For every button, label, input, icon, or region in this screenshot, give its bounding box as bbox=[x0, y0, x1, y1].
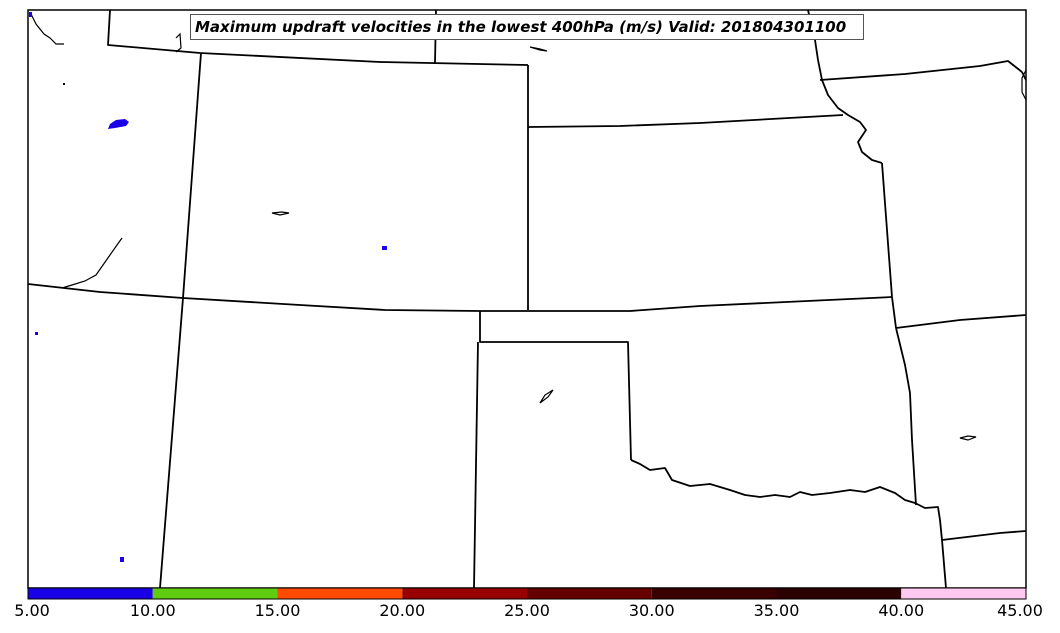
border-ia-east bbox=[1021, 71, 1027, 81]
colorbar-frame bbox=[27, 587, 1027, 600]
border-wy-sd bbox=[107, 9, 529, 66]
border-tx-nm bbox=[473, 341, 479, 589]
border-ks-mo bbox=[881, 162, 897, 329]
colorbar-tick-label: 25.00 bbox=[504, 601, 550, 620]
colorbar-tick-label: 45.00 bbox=[997, 601, 1043, 620]
updraft-cell-2 bbox=[382, 246, 387, 250]
colorbar-segment bbox=[651, 588, 777, 599]
lake-1 bbox=[529, 46, 548, 52]
colorbar-tick-label: 15.00 bbox=[254, 601, 301, 620]
border-mo-ar bbox=[895, 314, 1027, 329]
colorbar-tick-label: 20.00 bbox=[379, 601, 426, 620]
updraft-cell-5 bbox=[29, 12, 32, 17]
border-ia-mo bbox=[819, 60, 1023, 81]
updraft-cell-1 bbox=[108, 119, 129, 129]
colorbar-tick-label: 40.00 bbox=[878, 601, 925, 620]
map-frame bbox=[27, 9, 1027, 589]
river-4 bbox=[1021, 69, 1027, 101]
colorbar-segment bbox=[152, 588, 278, 599]
river-3 bbox=[29, 11, 64, 45]
river-1 bbox=[61, 237, 123, 289]
lake-2 bbox=[271, 211, 290, 216]
lake-3 bbox=[539, 389, 554, 404]
colorbar-segment bbox=[901, 588, 1026, 599]
border-missouri-river bbox=[807, 9, 883, 164]
lake-4 bbox=[959, 435, 977, 441]
colorbar-segment bbox=[277, 588, 403, 599]
map-title: Maximum updraft velocities in the lowest… bbox=[190, 14, 864, 40]
colorbar-tick-label: 5.00 bbox=[14, 601, 50, 620]
border-ok-panhandle bbox=[479, 311, 632, 461]
colorbar bbox=[27, 587, 1027, 600]
border-ok-ar bbox=[895, 327, 917, 506]
colorbar-segment bbox=[28, 588, 153, 599]
border-ne-ks bbox=[527, 114, 844, 128]
updraft-cell-4 bbox=[120, 557, 124, 562]
colorbar-tick-label: 10.00 bbox=[129, 601, 176, 620]
colorbar-segment bbox=[776, 588, 902, 599]
colorbar-segment bbox=[402, 588, 527, 599]
colorbar-segment bbox=[527, 588, 652, 599]
updraft-cell-6 bbox=[63, 83, 65, 85]
state-boundaries bbox=[27, 9, 1027, 589]
colorbar-tick-label: 35.00 bbox=[753, 601, 800, 620]
updraft-contours bbox=[29, 12, 387, 562]
border-red-river bbox=[630, 459, 947, 589]
border-nm-co bbox=[27, 283, 893, 312]
updraft-cell-3 bbox=[35, 332, 38, 335]
river-2 bbox=[175, 32, 182, 53]
lake-features bbox=[29, 11, 1027, 441]
colorbar-tick-label: 30.00 bbox=[628, 601, 675, 620]
border-ar-la bbox=[941, 530, 1027, 541]
